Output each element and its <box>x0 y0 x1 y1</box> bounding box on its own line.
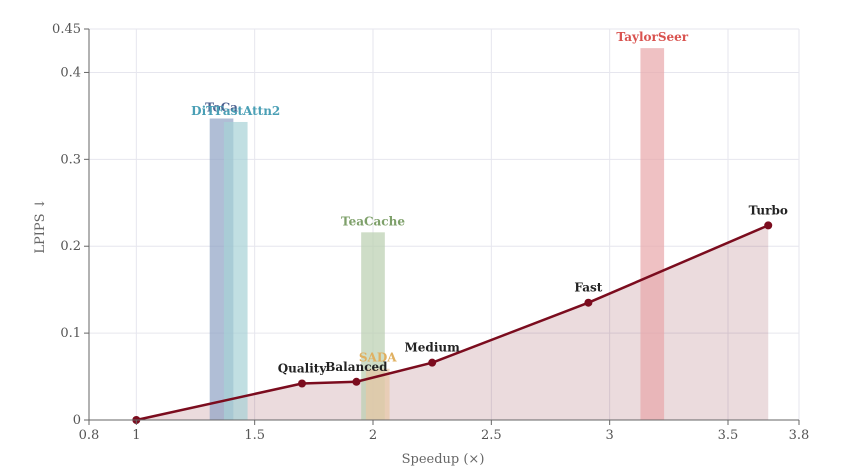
y-tick-label: 0.1 <box>60 326 81 341</box>
y-tick-label: 0 <box>73 413 81 428</box>
line-series <box>132 221 773 424</box>
bar-ditfastattn2 <box>223 121 248 421</box>
y-tick-label: 0.3 <box>60 152 81 167</box>
line-area-fill <box>136 225 769 420</box>
line-point <box>428 358 437 367</box>
bar-label-teacache: TeaCache <box>341 214 405 228</box>
point-label-turbo: Turbo <box>749 203 788 217</box>
axes: 0.8 1 1.5 2 2.5 3 3.5 3.8 0 0.1 0.2 0.3 0.4 0.45 <box>52 22 809 443</box>
x-tick-label: 3 <box>606 428 614 443</box>
x-tick-label: 0.8 <box>79 428 100 443</box>
y-tick-label: 0.2 <box>60 239 81 254</box>
x-tick-label: 1 <box>132 428 140 443</box>
x-tick-label: 2 <box>369 428 377 443</box>
x-tick-label: 2.5 <box>481 428 502 443</box>
bar-label-toca: ToCa <box>205 100 238 114</box>
area-fill <box>136 225 769 420</box>
bar-label-sada: SADA <box>359 351 397 365</box>
point-label-fast: Fast <box>574 281 602 295</box>
line-point <box>584 298 593 307</box>
y-tick-label: 0.45 <box>52 22 81 37</box>
x-tick-label: 1.5 <box>244 428 265 443</box>
x-tick-label: 3.5 <box>718 428 739 443</box>
point-label-balanced: Balanced <box>325 360 388 374</box>
point-label-quality: Quality <box>278 362 328 376</box>
line-point <box>352 377 361 386</box>
bar-label-ditfastattn2: DiTFastAttn2 <box>191 104 280 118</box>
x-axis-title: Speedup (×) <box>402 452 485 467</box>
y-axis-title: LPIPS ↓ <box>33 198 48 253</box>
bar-sada <box>365 368 390 420</box>
point-label-medium: Medium <box>405 341 461 355</box>
x-tick-label: 3.8 <box>789 428 810 443</box>
speedup-line <box>136 224 769 422</box>
bar-taylorseer <box>640 48 665 421</box>
line-point <box>764 221 773 230</box>
y-tick-label: 0.4 <box>60 65 81 80</box>
grid <box>88 28 800 421</box>
line-point <box>298 379 306 388</box>
bars <box>209 48 665 421</box>
bar-label-taylorseer: TaylorSeer <box>616 30 688 44</box>
